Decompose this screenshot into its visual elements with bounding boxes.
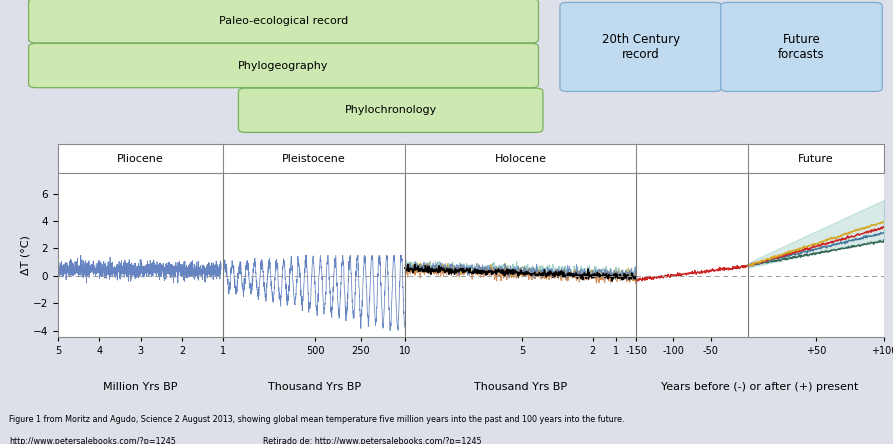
Text: Retirado de: http://www.petersalebooks.com/?p=1245: Retirado de: http://www.petersalebooks.c… xyxy=(263,437,482,444)
Text: 20th Century
record: 20th Century record xyxy=(602,33,680,61)
Text: Phylochronology: Phylochronology xyxy=(345,105,437,115)
Text: Holocene: Holocene xyxy=(495,154,547,164)
Text: Thousand Yrs BP: Thousand Yrs BP xyxy=(474,382,567,392)
Text: Million Yrs BP: Million Yrs BP xyxy=(104,382,178,392)
Text: Figure 1 from Moritz and Agudo, Science 2 August 2013, showing global mean tempe: Figure 1 from Moritz and Agudo, Science … xyxy=(9,415,624,424)
Y-axis label: ΔT (°C): ΔT (°C) xyxy=(21,235,30,275)
Text: Thousand Yrs BP: Thousand Yrs BP xyxy=(268,382,361,392)
Text: Pliocene: Pliocene xyxy=(117,154,164,164)
Text: Paleo-ecological record: Paleo-ecological record xyxy=(219,16,348,26)
Text: Future: Future xyxy=(797,154,833,164)
Text: Future
forcasts: Future forcasts xyxy=(778,33,825,61)
Text: Years before (-) or after (+) present: Years before (-) or after (+) present xyxy=(662,382,859,392)
Text: Pleistocene: Pleistocene xyxy=(282,154,346,164)
Text: http://www.petersalebooks.com/?p=1245: http://www.petersalebooks.com/?p=1245 xyxy=(9,437,176,444)
Text: Phylogeography: Phylogeography xyxy=(238,60,329,71)
